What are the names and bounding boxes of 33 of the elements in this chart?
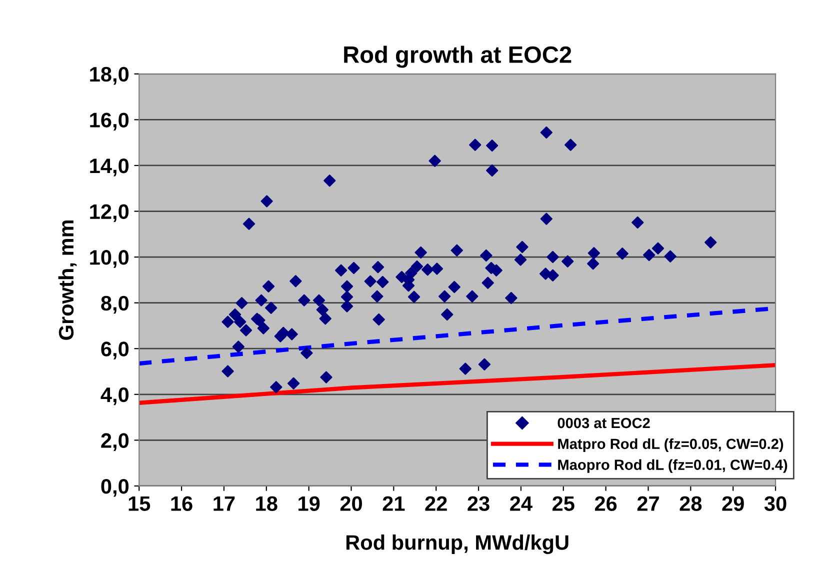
y-tick-label: 6,0 xyxy=(101,342,129,360)
x-tick-label: 30 xyxy=(764,496,786,512)
y-tick-label: 12,0 xyxy=(90,204,129,222)
x-tick-label: 25 xyxy=(552,496,574,511)
y-tick-label: 14,0 xyxy=(90,158,129,176)
x-tick-label: 28 xyxy=(680,496,702,511)
x-tick-label: 18 xyxy=(256,496,278,511)
x-axis-title: Rod burnup, MWd/kgU xyxy=(346,534,568,554)
x-tick-label: 23 xyxy=(468,496,490,512)
x-tick-label: 15 xyxy=(128,496,150,511)
x-tick-label: 19 xyxy=(298,496,320,511)
y-tick-label: 8,0 xyxy=(101,296,129,314)
x-tick-label: 24 xyxy=(510,496,532,511)
y-tick-label: 16,0 xyxy=(90,112,129,130)
line-series xyxy=(139,363,776,405)
y-tick-label: 18,0 xyxy=(90,66,129,85)
x-tick-label: 27 xyxy=(637,496,659,511)
x-tick-label: 29 xyxy=(722,496,744,511)
x-tick-label: 22 xyxy=(425,496,447,511)
x-tick-label: 21 xyxy=(382,496,405,511)
y-tick-label: 4,0 xyxy=(100,387,129,406)
x-tick-label: 16 xyxy=(171,496,192,511)
y-tick-label: 10,0 xyxy=(90,250,129,268)
legend-label: 0003 at EOC2 xyxy=(558,418,650,428)
chart-title: Rod growth at EOC2 xyxy=(344,46,572,68)
y-tick-label: 0,0 xyxy=(101,478,129,497)
legend-label: Maopro Rod dL (fz=0.01, CW=0.4) xyxy=(558,459,788,473)
legend-label: Matpro Rod dL (fz=0.05, CW=0.2) xyxy=(558,438,784,452)
x-tick-label: 26 xyxy=(594,496,617,511)
y-tick-label: 2,0 xyxy=(101,433,129,451)
x-tick-label: 17 xyxy=(214,496,235,511)
y-axis-title: Growth, mm xyxy=(58,220,77,340)
x-tick-label: 20 xyxy=(340,496,362,511)
